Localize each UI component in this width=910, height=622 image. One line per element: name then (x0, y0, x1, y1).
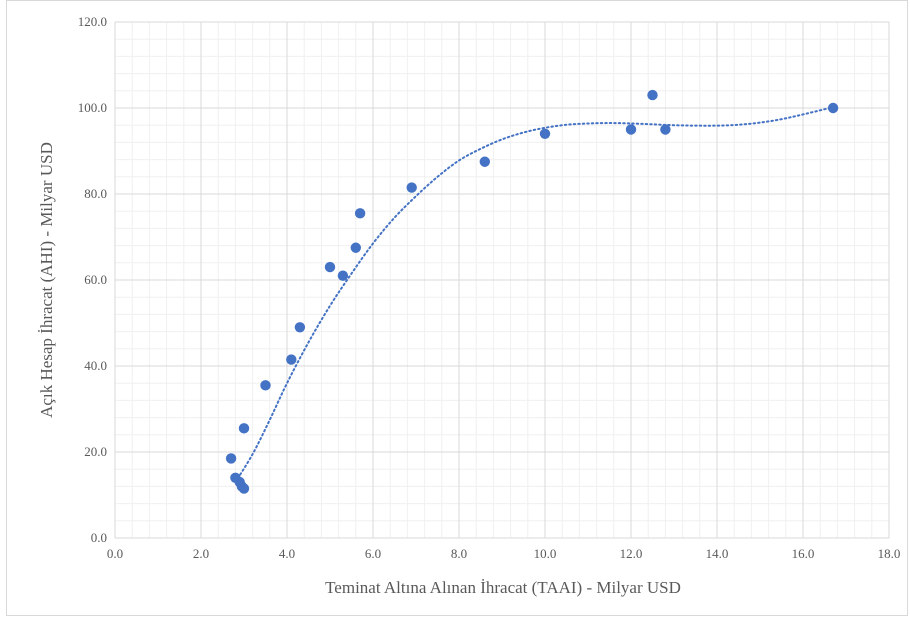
x-tick-label: 12.0 (620, 546, 643, 561)
major-gridlines (114, 21, 890, 539)
data-point (647, 89, 658, 101)
x-tick-label: 10.0 (534, 546, 557, 561)
data-point (324, 261, 336, 273)
y-tick-label: 20.0 (84, 444, 107, 459)
x-tick-label: 2.0 (193, 546, 209, 561)
x-tick-label: 6.0 (365, 546, 381, 561)
data-point (660, 124, 671, 135)
x-tick-label: 0.0 (107, 546, 123, 561)
y-tick-label: 40.0 (84, 358, 107, 373)
x-tick-label: 14.0 (706, 546, 729, 561)
data-point (539, 128, 551, 139)
data-point (479, 156, 490, 167)
trendline-layer (234, 106, 835, 484)
data-point (337, 270, 349, 281)
y-tick-label: 80.0 (84, 186, 107, 201)
data-point (294, 322, 306, 333)
y-tick-label: 60.0 (84, 272, 107, 287)
x-axis-title: Teminat Altına Alınan İhracat (TAAI) - M… (325, 578, 681, 597)
data-point (406, 182, 417, 193)
x-axis-tick-labels: 0.0 2.0 4.0 6.0 8.0 10.0 12.0 14.0 16.0 18.0 (107, 546, 901, 561)
chart-container: 0.0 2.0 4.0 6.0 8.0 10.0 12.0 14.0 16.0 18.0 0.0 2… (6, 0, 908, 616)
y-axis-title: Açık Hesap İhracat (AHI) - Milyar USD (37, 142, 56, 418)
data-point (286, 354, 297, 365)
x-tick-label: 18.0 (878, 546, 901, 561)
data-point (625, 124, 637, 135)
y-axis-tick-labels: 0.0 20.0 40.0 60.0 80.0 100.0 120.0 (78, 14, 107, 545)
trendline-path (234, 106, 835, 484)
x-tick-label: 16.0 (792, 546, 815, 561)
data-point (827, 102, 839, 114)
data-point (260, 380, 271, 391)
scatter-chart: 0.0 2.0 4.0 6.0 8.0 10.0 12.0 14.0 16.0 18.0 0.0 2… (37, 14, 901, 597)
data-point (238, 483, 250, 494)
x-tick-label: 4.0 (279, 546, 295, 561)
y-tick-label: 0.0 (91, 530, 107, 545)
data-point (354, 208, 366, 219)
data-points (225, 89, 839, 494)
data-point (225, 453, 237, 464)
data-point (350, 242, 361, 253)
y-tick-label: 100.0 (78, 100, 107, 115)
x-tick-label: 8.0 (451, 546, 467, 561)
data-point (238, 423, 250, 434)
y-tick-label: 120.0 (78, 14, 107, 29)
